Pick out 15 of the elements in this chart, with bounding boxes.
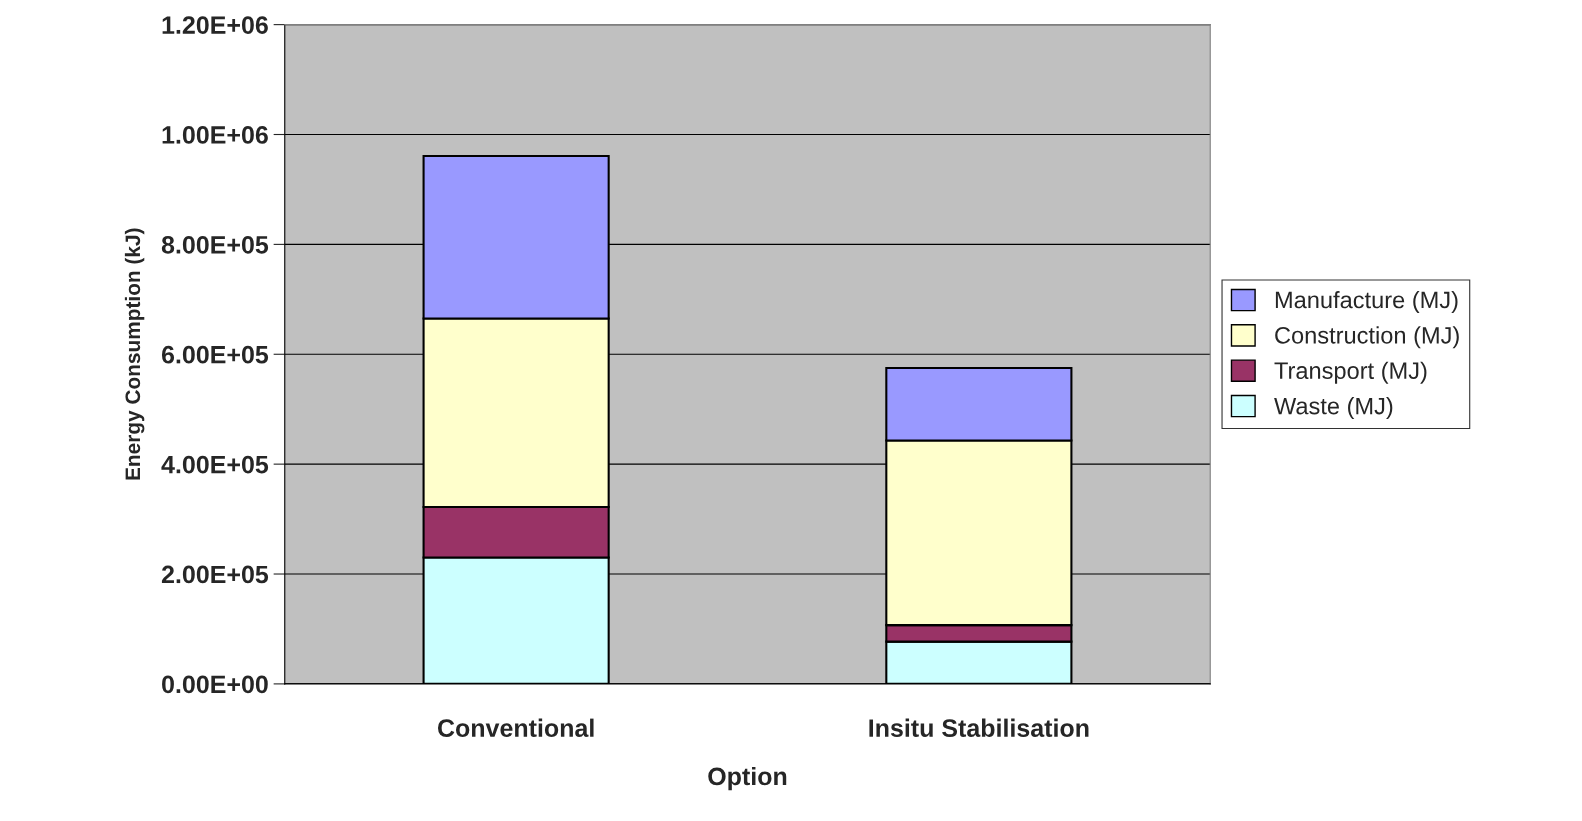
y-tick-label: 2.00E+05 [161, 565, 269, 584]
legend-label: Manufacture (MJ) [1275, 290, 1458, 313]
y-tick-label: 1.20E+06 [162, 16, 268, 34]
x-tick-label: Insitu Stabilisation [869, 718, 1089, 737]
y-tick-label: 6.00E+05 [161, 345, 269, 364]
x-tick-label: Conventional [437, 718, 594, 737]
legend-label: Transport (MJ) [1274, 361, 1427, 384]
y-axis-title: Energy Consumption (kJ) [124, 228, 145, 480]
y-tick-label: 4.00E+05 [161, 455, 269, 474]
y-tick-label: 1.00E+06 [162, 126, 268, 144]
legend-label: Construction (MJ) [1275, 326, 1459, 349]
legend-label: Waste (MJ) [1274, 397, 1393, 420]
y-tick-label: 0.00E+00 [162, 675, 268, 694]
x-axis-title: Option [708, 766, 787, 791]
y-tick-label: 8.00E+05 [161, 235, 269, 254]
